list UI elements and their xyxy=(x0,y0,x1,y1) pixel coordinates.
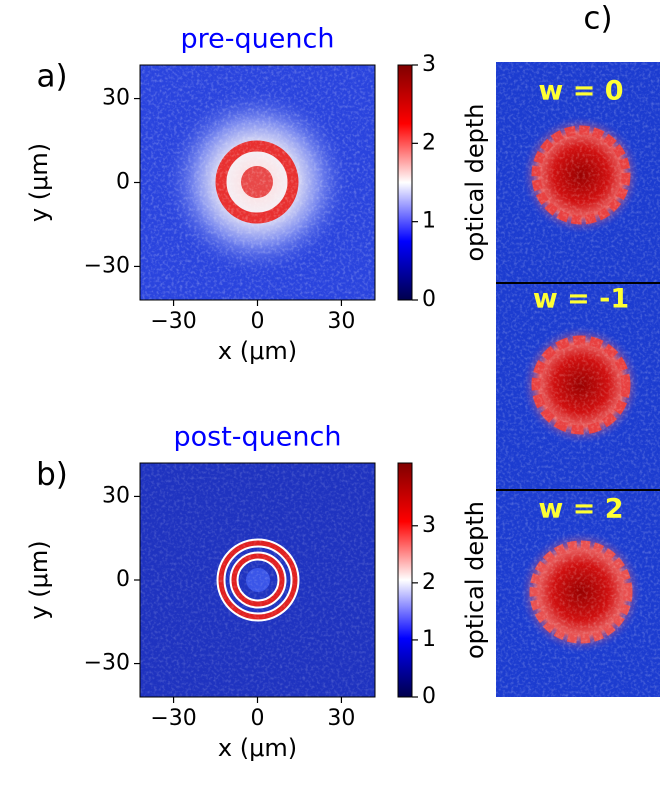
colorbar-tick-label: 3 xyxy=(422,52,436,77)
y-tick-label: 0 xyxy=(116,170,130,195)
colorbar-tick-label: 0 xyxy=(422,684,436,709)
x-tick-label: 30 xyxy=(327,706,355,731)
y-tick-label: 0 xyxy=(116,567,130,592)
image-a xyxy=(140,65,375,300)
x-axis-label: x (μm) xyxy=(218,337,297,365)
y-tick-label: 30 xyxy=(102,483,130,508)
image-b xyxy=(140,463,375,697)
x-tick-label: −30 xyxy=(150,706,196,731)
y-axis-label: y (μm) xyxy=(25,540,53,619)
y-tick-label: 30 xyxy=(102,86,130,111)
x-tick-label: 0 xyxy=(251,309,265,334)
panel-label: a) xyxy=(36,59,67,95)
x-axis-label: x (μm) xyxy=(218,734,297,762)
x-tick-label: 0 xyxy=(251,706,265,731)
x-tick-label: −30 xyxy=(150,309,196,334)
colorbar-tick-label: 2 xyxy=(422,130,436,155)
winding-label: w = -1 xyxy=(533,284,629,315)
colorbar xyxy=(397,64,413,301)
y-tick-label: −30 xyxy=(84,651,130,676)
image-c xyxy=(496,62,660,697)
y-tick-label: −30 xyxy=(84,253,130,278)
colorbar-tick-label: 0 xyxy=(422,287,436,312)
colorbar-tick-label: 1 xyxy=(422,209,436,234)
panel-title: post-quench xyxy=(174,422,342,453)
panel-title: pre-quench xyxy=(181,24,335,55)
colorbar-tick-label: 1 xyxy=(422,627,436,652)
winding-label: w = 0 xyxy=(538,76,623,107)
colorbar-label: optical depth xyxy=(461,501,489,659)
y-axis-label: y (μm) xyxy=(25,143,53,222)
winding-label: w = 2 xyxy=(538,494,623,525)
colorbar xyxy=(397,462,413,698)
panel-label: c) xyxy=(583,1,612,37)
colorbar-tick-label: 2 xyxy=(422,570,436,595)
colorbar-label: optical depth xyxy=(461,103,489,261)
colorbar-tick-label: 3 xyxy=(422,513,436,538)
panel-label: b) xyxy=(36,457,68,493)
x-tick-label: 30 xyxy=(327,309,355,334)
